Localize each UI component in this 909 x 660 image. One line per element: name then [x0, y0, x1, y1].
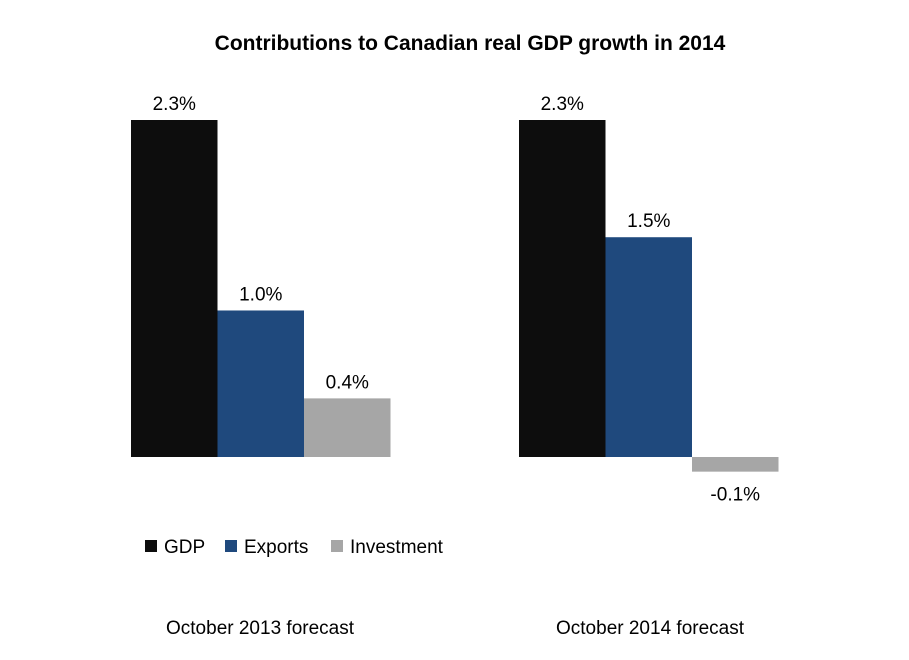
- data-label-exports-1: 1.0%: [239, 284, 282, 305]
- legend-label-investment: Investment: [350, 537, 444, 558]
- category-label-2: October 2014 forecast: [556, 618, 745, 639]
- legend-label-exports: Exports: [244, 537, 308, 558]
- legend-swatch-gdp: [145, 540, 157, 552]
- bar-investment-1: [304, 398, 391, 457]
- legend-label-gdp: GDP: [164, 537, 205, 558]
- legend-swatch-exports: [225, 540, 237, 552]
- bar-gdp-1: [131, 120, 218, 457]
- data-label-investment-1: 0.4%: [326, 372, 369, 393]
- legend: GDP Exports Investment: [145, 537, 444, 558]
- category-label-1: October 2013 forecast: [166, 618, 355, 639]
- data-label-gdp-2: 2.3%: [541, 94, 584, 115]
- data-label-exports-2: 1.5%: [627, 211, 670, 232]
- data-label-gdp-1: 2.3%: [153, 94, 196, 115]
- bar-exports-2: [605, 237, 692, 457]
- legend-swatch-investment: [331, 540, 343, 552]
- bars-layer: 2.3% 1.0% 0.4% 2.3% 1.5% -0.1%: [131, 94, 779, 506]
- chart-title: Contributions to Canadian real GDP growt…: [215, 32, 726, 55]
- bar-gdp-2: [519, 120, 606, 457]
- bar-exports-1: [217, 310, 304, 457]
- bar-investment-2: [692, 457, 779, 472]
- data-label-investment-2: -0.1%: [710, 485, 760, 506]
- group-labels: October 2013 forecast October 2014 foreca…: [166, 618, 745, 639]
